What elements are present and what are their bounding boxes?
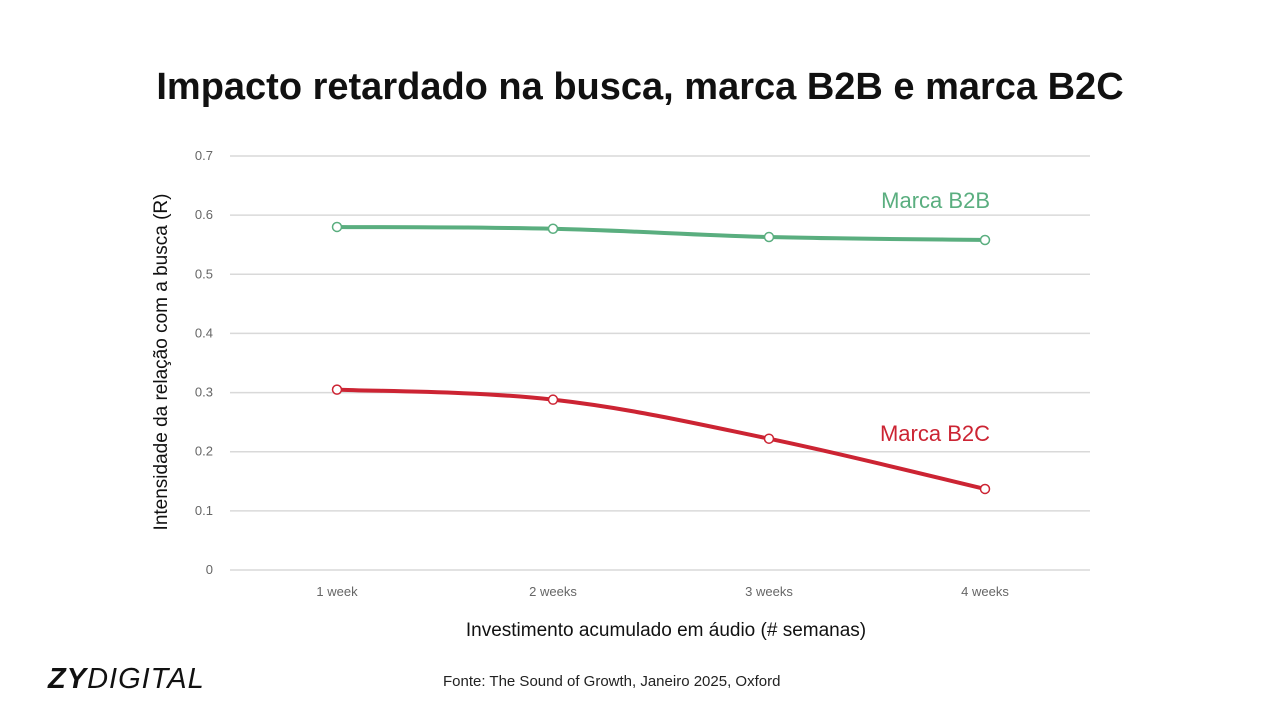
x-tick-label: 3 weeks — [745, 584, 793, 599]
zydigital-logo: ZYDIGITAL — [48, 663, 205, 696]
series-label: Marca B2B — [881, 188, 990, 213]
logo-bold-text: ZY — [48, 663, 88, 695]
data-point — [763, 433, 775, 444]
y-tick-label: 0 — [206, 562, 213, 577]
x-axis-label: Investimento acumulado em áudio (# seman… — [465, 620, 867, 641]
y-tick-label: 0.1 — [195, 503, 213, 518]
y-tick-label: 0.4 — [195, 325, 213, 340]
x-tick-label: 2 weeks — [529, 584, 577, 599]
gridlines — [230, 155, 1090, 571]
data-point — [547, 394, 559, 405]
data-point — [331, 384, 343, 395]
x-tick-label: 1 week — [316, 584, 358, 599]
y-tick-label: 0.2 — [195, 444, 213, 459]
series-lines — [331, 221, 991, 495]
y-tick-labels: 0 0.1 0.2 0.3 0.4 0.5 0.6 0.7 — [195, 148, 213, 577]
logo-light-text: DIGITAL — [87, 663, 205, 695]
y-tick-label: 0.3 — [195, 385, 213, 400]
series-labels: Marca B2B Marca B2C — [880, 188, 990, 446]
series-label: Marca B2C — [880, 421, 990, 446]
source-note: Fonte: The Sound of Growth, Janeiro 2025… — [443, 673, 781, 690]
y-tick-label: 0.6 — [195, 207, 213, 222]
series-line — [335, 224, 987, 242]
data-point — [979, 234, 991, 246]
series-line — [335, 387, 987, 491]
data-point — [763, 231, 775, 243]
data-point — [547, 223, 559, 234]
slide-title: Impacto retardado na busca, marca B2B e … — [156, 66, 1124, 108]
data-point — [331, 221, 343, 233]
x-tick-label: 4 weeks — [961, 584, 1009, 599]
data-point — [979, 483, 991, 495]
y-tick-label: 0.5 — [195, 266, 213, 281]
y-axis-label: Intensidade da relação com a busca (R) — [151, 193, 172, 531]
x-tick-labels: 1 week 2 weeks 3 weeks 4 weeks — [316, 584, 1009, 599]
y-tick-label: 0.7 — [195, 148, 213, 163]
